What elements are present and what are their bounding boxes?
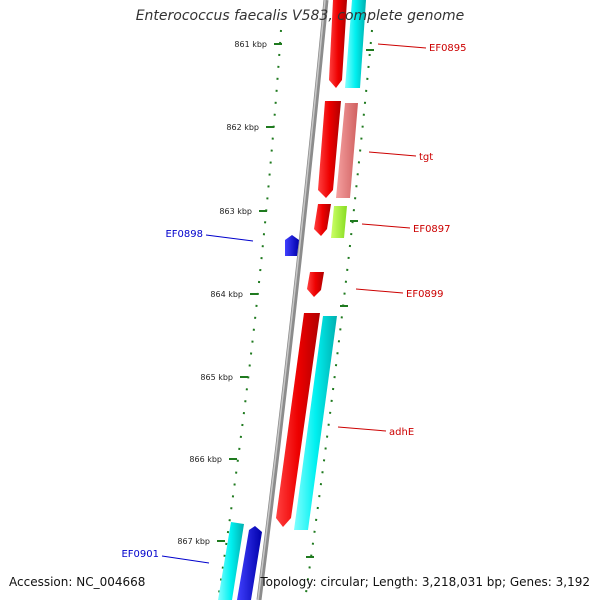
leader-adhE bbox=[337, 426, 387, 432]
tick-label-864: 864 kbp bbox=[210, 290, 243, 299]
label-adhE[interactable]: adhE bbox=[389, 427, 414, 438]
leader-EF0901 bbox=[161, 555, 210, 564]
gene-EF0897-cds[interactable] bbox=[314, 204, 331, 236]
genome-summary-text: Topology: circular; Length: 3,218,031 bp… bbox=[260, 575, 590, 589]
label-EF0899[interactable]: EF0899 bbox=[406, 289, 444, 300]
label-EF0897[interactable]: EF0897 bbox=[413, 224, 451, 235]
label-tgt[interactable]: tgt bbox=[419, 152, 433, 163]
leader-EF0899 bbox=[355, 288, 404, 294]
genome-backbone bbox=[256, 0, 329, 600]
genome-backbone-highlight bbox=[257, 0, 326, 600]
gene-EF0899-cds[interactable] bbox=[307, 272, 324, 297]
tick-label-863: 863 kbp bbox=[219, 207, 252, 216]
gene-EF0897-feature[interactable] bbox=[331, 206, 347, 238]
gene-EF0901-feature[interactable] bbox=[218, 522, 244, 600]
tick-label-861: 861 kbp bbox=[234, 40, 267, 49]
leader-EF0897 bbox=[361, 223, 411, 229]
gene-EF0895-feature[interactable] bbox=[345, 0, 366, 88]
outer-track-ticks bbox=[306, 49, 374, 558]
gene-EF0901-cds[interactable] bbox=[237, 526, 262, 600]
tick-label-862: 862 kbp bbox=[226, 123, 259, 132]
label-EF0898[interactable]: EF0898 bbox=[165, 229, 203, 240]
tick-label-867: 867 kbp bbox=[177, 537, 210, 546]
tick-label-866: 866 kbp bbox=[189, 455, 222, 464]
label-EF0895[interactable]: EF0895 bbox=[429, 43, 467, 54]
ruler-track bbox=[217, 29, 282, 600]
leader-tgt bbox=[368, 151, 417, 157]
gene-EF0898-cds[interactable] bbox=[285, 235, 299, 256]
ruler-ticks bbox=[217, 43, 282, 542]
leader-EF0898 bbox=[205, 234, 254, 242]
accession-text: Accession: NC_004668 bbox=[9, 575, 146, 589]
gene-adhE-cds[interactable] bbox=[276, 313, 320, 527]
label-EF0901[interactable]: EF0901 bbox=[121, 549, 159, 560]
gene-adhE-feature[interactable] bbox=[294, 316, 337, 530]
outer-track bbox=[304, 29, 373, 600]
leader-EF0895 bbox=[377, 43, 427, 49]
genome-title: Enterococcus faecalis V583, complete gen… bbox=[135, 8, 465, 24]
tick-label-865: 865 kbp bbox=[200, 373, 233, 382]
gene-tgt-feature[interactable] bbox=[336, 103, 358, 198]
gene-tgt-cds[interactable] bbox=[318, 101, 341, 198]
gene-EF0895-cds[interactable] bbox=[329, 0, 347, 88]
